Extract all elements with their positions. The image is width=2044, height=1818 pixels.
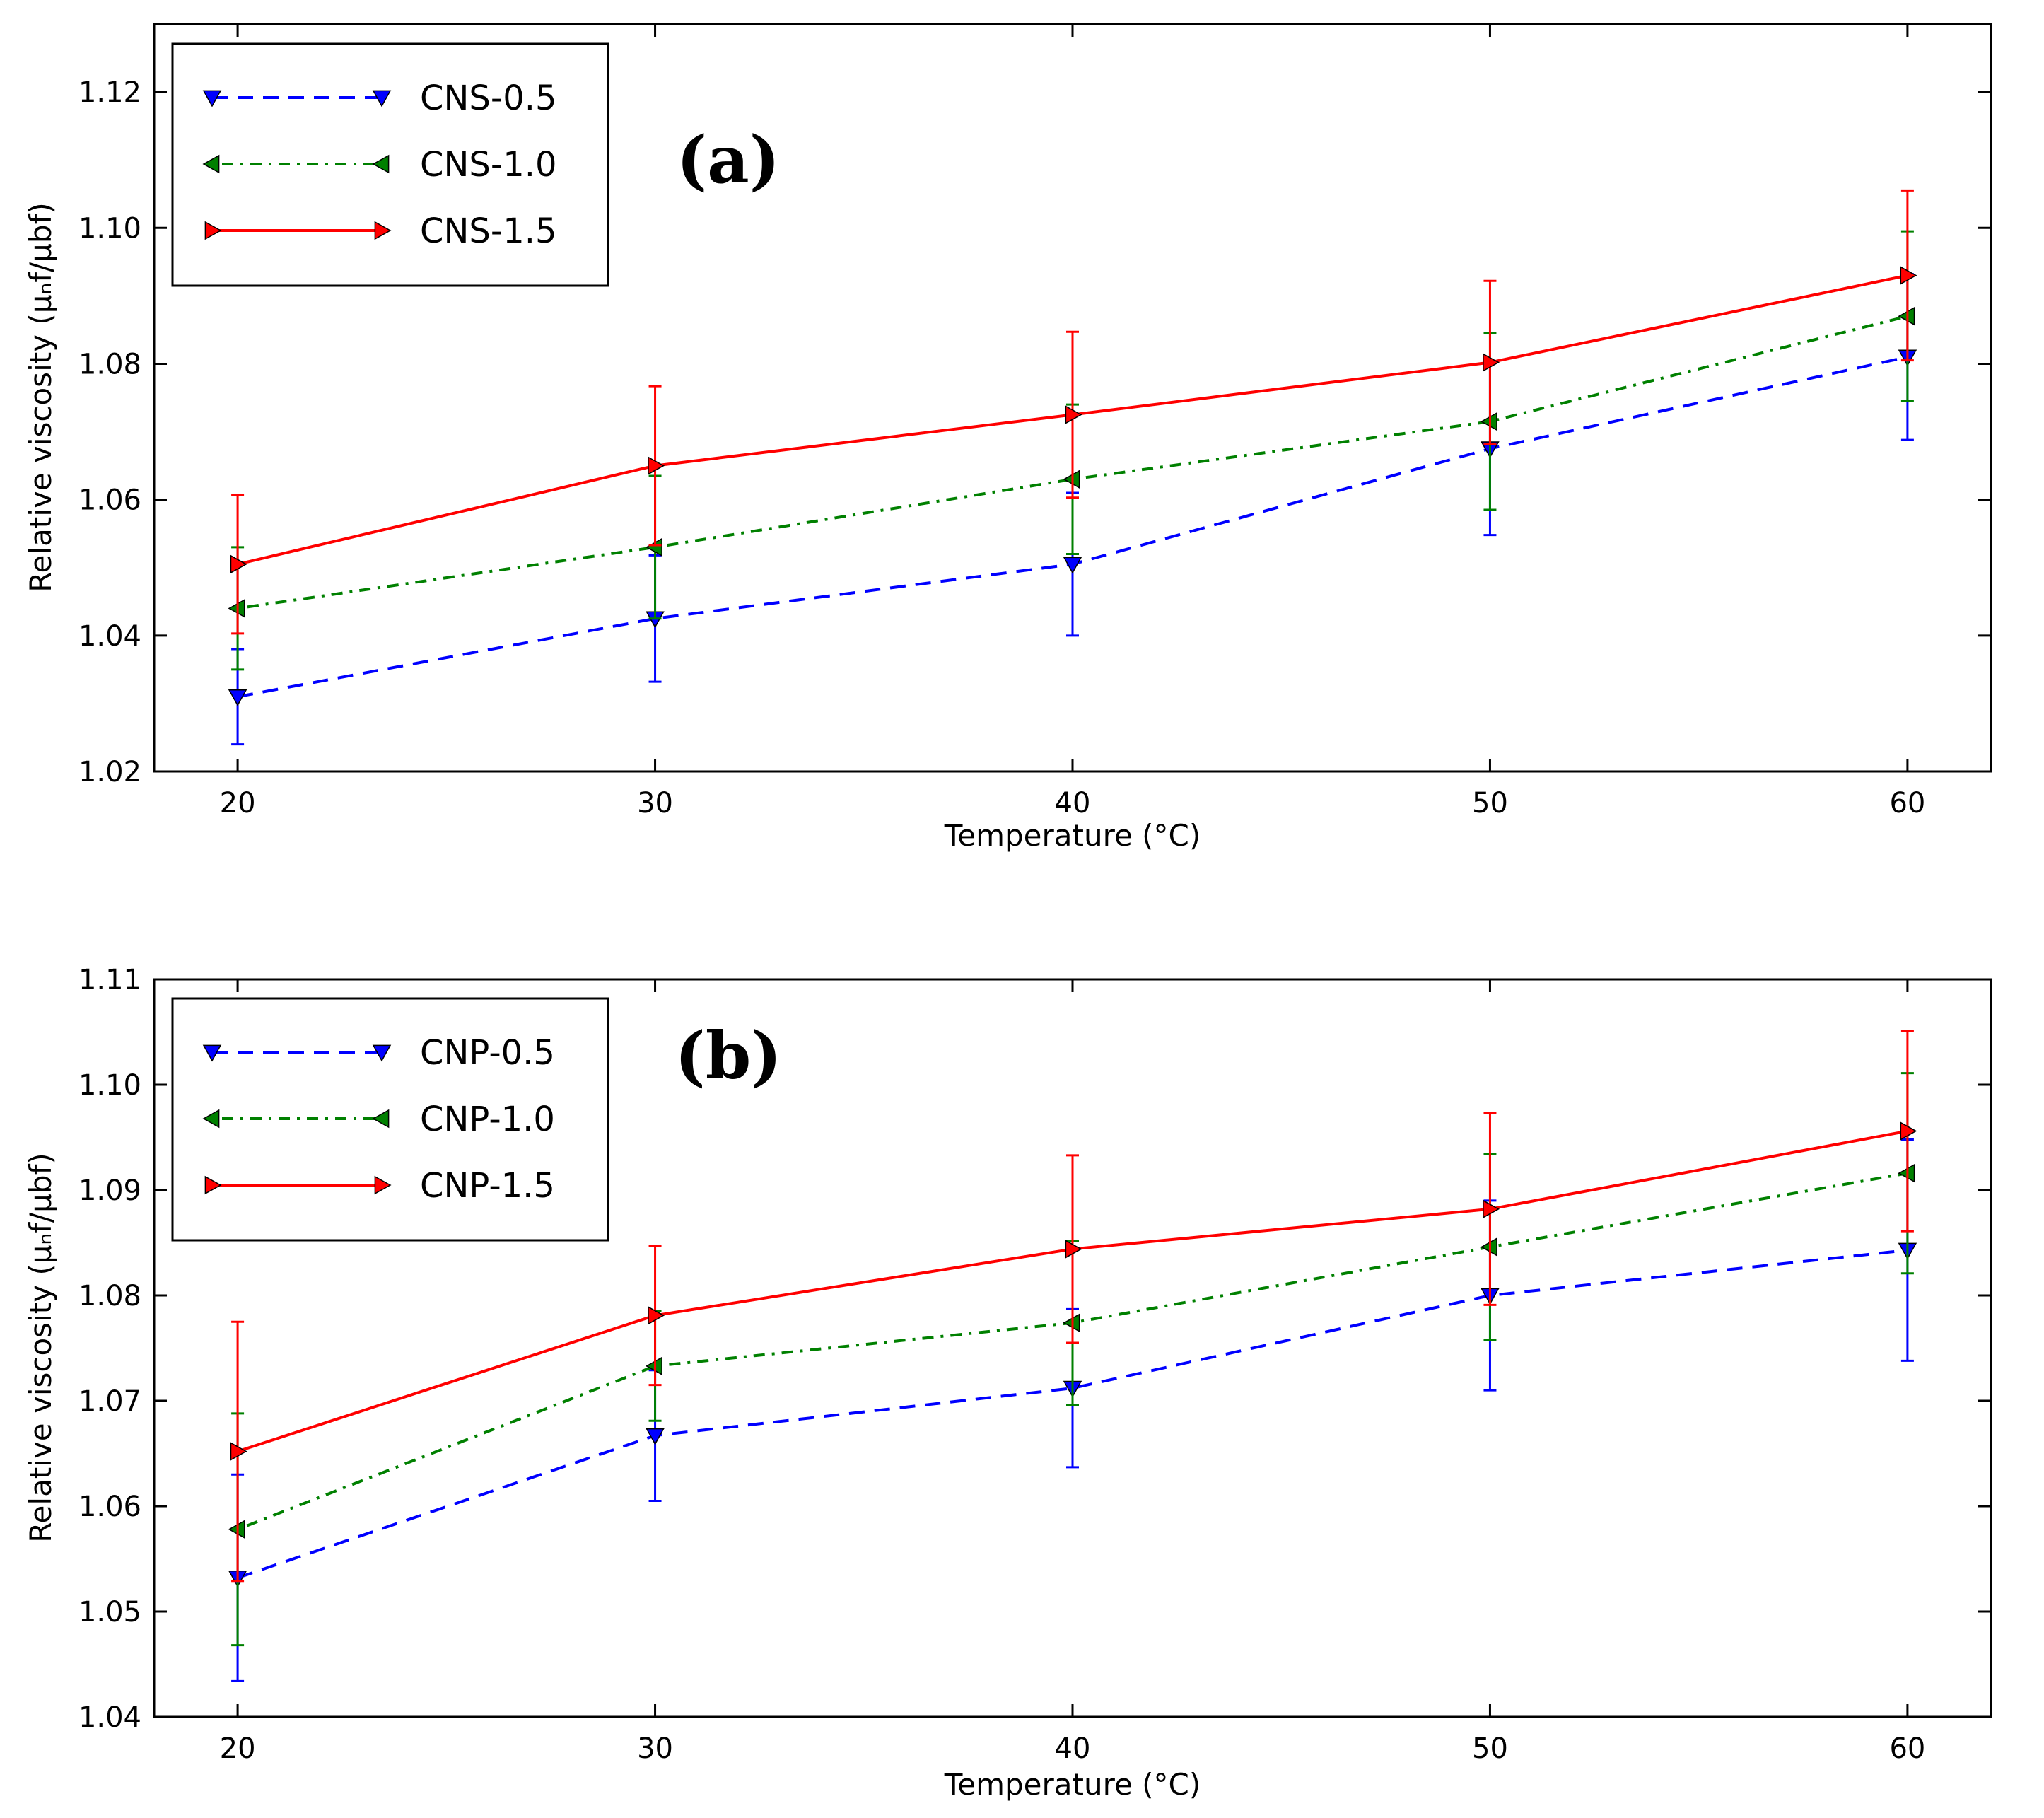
data-point-marker xyxy=(648,456,665,475)
x-tick-label: 20 xyxy=(220,787,256,820)
y-tick-label: 1.12 xyxy=(78,76,141,109)
legend-marker xyxy=(374,221,392,240)
legend-marker xyxy=(372,1109,390,1129)
legend-marker xyxy=(202,1109,220,1129)
data-point-marker xyxy=(230,554,247,574)
series-layer-b xyxy=(228,1030,1917,1682)
legend-label: CNP-0.5 xyxy=(420,1033,555,1073)
y-tick-label: 1.06 xyxy=(78,1491,141,1523)
legend-marker xyxy=(372,154,390,174)
x-tick-label: 20 xyxy=(220,1732,256,1765)
legend-marker xyxy=(372,90,392,107)
ticks-a xyxy=(154,24,1991,773)
panel-label-b: (b) xyxy=(674,1018,781,1094)
y-tick-label: 1.08 xyxy=(78,1280,141,1312)
legend-marker xyxy=(202,1044,222,1062)
legend-label: CNS-0.5 xyxy=(420,78,557,118)
y-tick-label: 1.07 xyxy=(78,1385,141,1418)
data-point-marker xyxy=(230,1442,247,1461)
y-axis-label-a: Relative viscosity (μₙf/μbf) xyxy=(23,202,58,592)
x-tick-labels-a: 20 30 40 50 60 xyxy=(220,787,1926,820)
data-point-marker xyxy=(1065,405,1082,424)
y-tick-labels-a: 1.02 1.04 1.06 1.08 1.10 1.12 xyxy=(78,76,141,788)
x-tick-labels-b: 20 30 40 50 60 xyxy=(220,1732,1926,1765)
legend-entry-cns-1.0: CNS-1.0 xyxy=(202,145,557,185)
legend-b: CNP-0.5 CNP-1.0 CNP-1.5 xyxy=(171,997,609,1242)
y-tick-label: 1.04 xyxy=(78,620,141,653)
x-tick-label: 40 xyxy=(1055,1732,1091,1765)
x-tick-label: 30 xyxy=(637,1732,673,1765)
legend-entry-cnp-1.0: CNP-1.0 xyxy=(202,1100,555,1139)
series-cns-1.5 xyxy=(230,189,1917,635)
data-point-marker xyxy=(1483,1199,1500,1219)
x-tick-label: 30 xyxy=(637,787,673,820)
legend-label: CNP-1.0 xyxy=(420,1100,555,1139)
data-point-marker xyxy=(228,689,247,706)
legend-label: CNS-1.5 xyxy=(420,211,557,251)
y-tick-label: 1.06 xyxy=(78,484,141,517)
y-tick-label: 1.10 xyxy=(78,212,141,245)
series-line-cnp-0.5 xyxy=(237,1248,1908,1580)
y-tick-label: 1.10 xyxy=(78,1069,141,1102)
legend-marker xyxy=(204,221,222,240)
y-tick-label: 1.04 xyxy=(78,1701,141,1734)
series-layer-a xyxy=(228,189,1917,746)
x-tick-label: 40 xyxy=(1055,787,1091,820)
ticks-b xyxy=(154,978,1991,1718)
legend-marker xyxy=(202,90,222,107)
data-point-marker xyxy=(1483,353,1500,372)
x-axis-label-b: Temperature (°C) xyxy=(944,1767,1201,1802)
y-axis-label-b: Relative viscosity (μₙf/μbf) xyxy=(23,1153,58,1542)
x-tick-label: 50 xyxy=(1472,1732,1508,1765)
panel-label-a: (a) xyxy=(677,122,781,198)
y-tick-label: 1.11 xyxy=(78,964,141,996)
x-tick-label: 60 xyxy=(1889,787,1925,820)
legend-a: CNS-0.5 CNS-1.0 CNS-1.5 xyxy=(171,42,609,287)
data-point-marker xyxy=(1065,1240,1082,1259)
data-point-marker xyxy=(1063,557,1082,574)
y-tick-label: 1.05 xyxy=(78,1596,141,1628)
y-tick-label: 1.09 xyxy=(78,1175,141,1207)
chart-panel-a: 1.02 1.04 1.06 1.08 1.10 1.12 20 30 40 50 60 Temp… xyxy=(23,23,1992,853)
legend-marker xyxy=(372,1044,392,1062)
y-tick-label: 1.08 xyxy=(78,348,141,380)
data-point-marker xyxy=(648,1306,665,1325)
legend-entry-cns-0.5: CNS-0.5 xyxy=(202,78,557,118)
legend-entry-cnp-1.5: CNP-1.5 xyxy=(204,1166,555,1206)
data-point-marker xyxy=(1900,266,1917,285)
x-axis-label-a: Temperature (°C) xyxy=(944,818,1201,853)
chart-panel-b: 1.04 1.05 1.06 1.07 1.08 1.09 1.10 1.11 20 30 40 5… xyxy=(23,964,1992,1802)
legend-marker xyxy=(374,1175,392,1195)
x-tick-label: 50 xyxy=(1472,787,1508,820)
legend-label: CNP-1.5 xyxy=(420,1166,555,1206)
legend-entry-cns-1.5: CNS-1.5 xyxy=(204,211,557,251)
y-tick-label: 1.02 xyxy=(78,756,141,788)
y-tick-labels-b: 1.04 1.05 1.06 1.07 1.08 1.09 1.10 1.11 xyxy=(78,964,141,1734)
legend-entry-cnp-0.5: CNP-0.5 xyxy=(202,1033,555,1073)
legend-box-a xyxy=(171,42,609,287)
data-point-marker xyxy=(646,1428,665,1445)
legend-marker xyxy=(204,1175,222,1195)
legend-label: CNS-1.0 xyxy=(420,145,557,185)
legend-marker xyxy=(202,154,220,174)
x-tick-label: 60 xyxy=(1889,1732,1925,1765)
series-cnp-1.5 xyxy=(230,1030,1917,1583)
legend-box-b xyxy=(171,997,609,1242)
data-point-marker xyxy=(1900,1121,1917,1141)
